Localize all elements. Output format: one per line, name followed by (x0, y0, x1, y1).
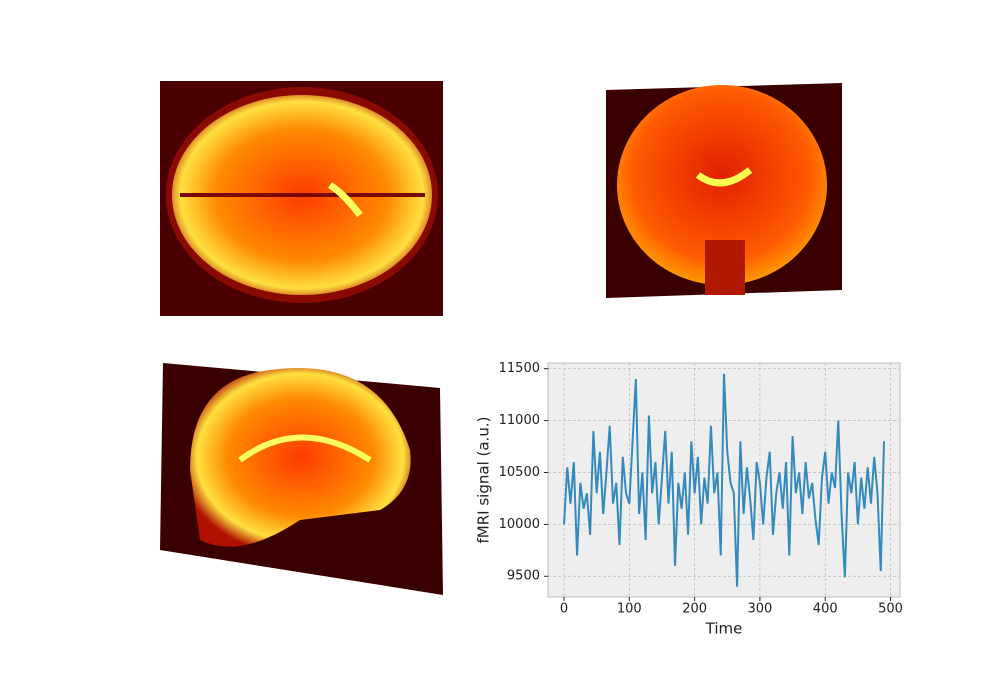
y-axis-label: fMRI signal (a.u.) (475, 417, 493, 544)
x-tick-label: 200 (682, 602, 707, 617)
x-tick-label: 300 (748, 602, 773, 617)
axial-image (160, 81, 443, 316)
x-tick-label: 0 (560, 602, 568, 617)
x-tick-label: 400 (813, 602, 838, 617)
y-tick-label: 11000 (499, 413, 540, 428)
y-tick-label: 9500 (507, 569, 540, 584)
data-line (563, 373, 885, 587)
y-tick-label: 11500 (499, 361, 540, 376)
x-axis-label: Time (705, 620, 743, 638)
x-tick-label: 100 (617, 602, 642, 617)
y-tick-label: 10000 (499, 517, 540, 532)
coronal-image (606, 83, 842, 298)
y-tick-label: 10500 (499, 465, 540, 480)
x-tick-label: 500 (878, 602, 903, 617)
sagittal-image (160, 363, 443, 595)
line-plot: Time fMRI signal (a.u.) 0 100 200 300 400 500… (475, 361, 903, 637)
